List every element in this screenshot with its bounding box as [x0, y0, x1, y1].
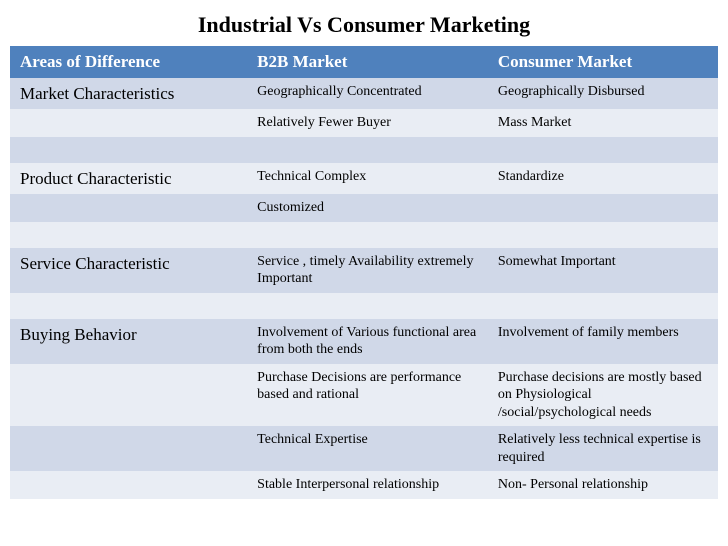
cell-category — [10, 364, 247, 427]
col-header-consumer: Consumer Market — [488, 46, 718, 78]
col-header-area: Areas of Difference — [10, 46, 247, 78]
table-row: Market CharacteristicsGeographically Con… — [10, 78, 718, 109]
slide: Industrial Vs Consumer Marketing Areas o… — [0, 0, 728, 546]
comparison-table: Areas of Difference B2B Market Consumer … — [10, 46, 718, 499]
table-row: Purchase Decisions are performance based… — [10, 364, 718, 427]
cell-category — [10, 194, 247, 222]
col-header-b2b: B2B Market — [247, 46, 488, 78]
cell-consumer: Non- Personal relationship — [488, 471, 718, 499]
cell-b2b: Geographically Concentrated — [247, 78, 488, 109]
slide-title: Industrial Vs Consumer Marketing — [10, 12, 718, 38]
table-row — [10, 222, 718, 248]
cell-category: Service Characteristic — [10, 248, 247, 293]
cell-b2b: Involvement of Various functional area f… — [247, 319, 488, 364]
cell-b2b: Purchase Decisions are performance based… — [247, 364, 488, 427]
cell-category — [10, 471, 247, 499]
cell-consumer: Purchase decisions are mostly based on P… — [488, 364, 718, 427]
cell-category — [10, 137, 247, 163]
cell-b2b: Technical Expertise — [247, 426, 488, 471]
cell-consumer: Relatively less technical expertise is r… — [488, 426, 718, 471]
cell-category: Product Characteristic — [10, 163, 247, 194]
cell-b2b — [247, 222, 488, 248]
table-row — [10, 137, 718, 163]
cell-consumer: Somewhat Important — [488, 248, 718, 293]
table-row: Stable Interpersonal relationshipNon- Pe… — [10, 471, 718, 499]
cell-category: Buying Behavior — [10, 319, 247, 364]
cell-category — [10, 426, 247, 471]
table-row: Relatively Fewer BuyerMass Market — [10, 109, 718, 137]
cell-b2b: Service , timely Availability extremely … — [247, 248, 488, 293]
table-header-row: Areas of Difference B2B Market Consumer … — [10, 46, 718, 78]
cell-b2b — [247, 293, 488, 319]
cell-consumer — [488, 293, 718, 319]
cell-consumer — [488, 194, 718, 222]
cell-consumer: Involvement of family members — [488, 319, 718, 364]
cell-b2b: Technical Complex — [247, 163, 488, 194]
cell-b2b: Stable Interpersonal relationship — [247, 471, 488, 499]
cell-b2b: Customized — [247, 194, 488, 222]
table-row: Product CharacteristicTechnical ComplexS… — [10, 163, 718, 194]
cell-category — [10, 109, 247, 137]
cell-consumer: Geographically Disbursed — [488, 78, 718, 109]
table-row: Technical ExpertiseRelatively less techn… — [10, 426, 718, 471]
cell-consumer: Standardize — [488, 163, 718, 194]
table-row: Buying BehaviorInvolvement of Various fu… — [10, 319, 718, 364]
cell-b2b: Relatively Fewer Buyer — [247, 109, 488, 137]
cell-category — [10, 293, 247, 319]
cell-consumer — [488, 222, 718, 248]
cell-category: Market Characteristics — [10, 78, 247, 109]
cell-b2b — [247, 137, 488, 163]
table-row: Service CharacteristicService , timely A… — [10, 248, 718, 293]
cell-consumer — [488, 137, 718, 163]
cell-consumer: Mass Market — [488, 109, 718, 137]
table-row: Customized — [10, 194, 718, 222]
cell-category — [10, 222, 247, 248]
table-row — [10, 293, 718, 319]
